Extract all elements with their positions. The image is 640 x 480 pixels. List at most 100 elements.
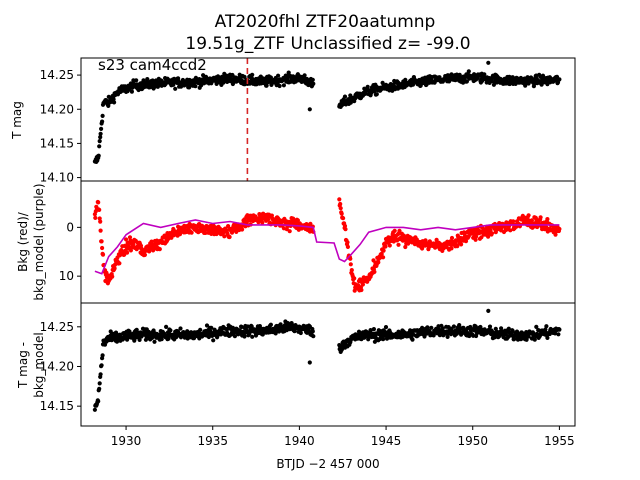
top-y-ticks: 14.10 14.15 14.20 14.25: [40, 68, 81, 185]
bottom-points: [92, 308, 562, 412]
y-tick-label: 14.25: [40, 68, 74, 82]
data-point: [337, 197, 342, 202]
sector-annotation: s23 cam4ccd2: [98, 56, 207, 74]
data-point: [425, 325, 430, 330]
data-point: [511, 337, 517, 342]
data-point: [166, 336, 171, 341]
y-tick-label: 14.10: [40, 171, 74, 185]
data-point: [97, 216, 102, 221]
data-point: [127, 235, 133, 240]
data-point: [466, 69, 471, 74]
data-point: [374, 92, 379, 97]
x-tick-label: 1955: [544, 434, 575, 448]
y-tick-label: 14.15: [40, 399, 74, 413]
data-point: [449, 246, 454, 251]
data-point: [383, 325, 389, 330]
data-point: [100, 119, 105, 124]
data-point: [381, 255, 386, 260]
data-point: [463, 239, 469, 244]
data-point: [543, 327, 548, 332]
data-point: [455, 244, 460, 249]
bottom-y-ticks: 14.15 14.20 14.25: [40, 320, 81, 413]
panel-top: s23 cam4ccd2 14.10 14.15 14.20 14.25 T mag: [10, 56, 576, 185]
data-point: [164, 324, 169, 329]
data-point: [381, 337, 386, 342]
data-point: [174, 335, 179, 340]
data-point: [96, 153, 101, 158]
data-point: [98, 219, 103, 224]
data-point: [396, 242, 401, 247]
y-tick-label: 14.15: [40, 136, 74, 150]
data-point: [387, 243, 392, 248]
data-point: [97, 139, 102, 144]
data-point: [526, 213, 531, 218]
background-points: [92, 197, 562, 293]
data-point: [311, 334, 316, 339]
data-point: [372, 269, 377, 274]
data-point: [510, 328, 515, 334]
data-point: [99, 363, 104, 368]
data-point: [98, 131, 103, 136]
data-point: [240, 227, 245, 232]
data-point: [112, 266, 117, 271]
data-point: [464, 79, 469, 84]
data-point: [429, 325, 434, 330]
data-point: [277, 83, 282, 89]
data-point: [97, 144, 102, 149]
data-point: [345, 240, 350, 245]
data-point: [489, 231, 495, 236]
data-point: [193, 84, 198, 89]
data-point: [348, 262, 353, 267]
data-point: [338, 201, 343, 207]
data-point: [487, 324, 493, 329]
data-point: [392, 228, 397, 233]
data-point: [96, 200, 101, 205]
data-point: [557, 327, 562, 332]
data-point: [403, 244, 408, 250]
data-point: [311, 81, 316, 86]
data-point: [508, 228, 513, 233]
data-point: [97, 381, 102, 386]
data-point: [287, 229, 292, 234]
data-point: [106, 103, 111, 108]
data-point: [345, 244, 350, 249]
middle-y-ticks: 0 10: [59, 220, 81, 283]
data-point: [100, 113, 105, 118]
y-tick-label: 10: [59, 269, 74, 283]
data-point: [482, 72, 487, 77]
data-point: [342, 94, 348, 99]
data-point: [371, 327, 376, 332]
data-point: [538, 215, 543, 220]
data-point: [242, 334, 247, 339]
data-point: [191, 336, 197, 341]
data-point: [310, 77, 315, 82]
data-point: [302, 73, 307, 78]
data-point: [529, 218, 535, 223]
data-point: [239, 324, 244, 330]
data-point: [281, 83, 286, 88]
data-point: [372, 89, 377, 94]
top-y-label: T mag: [10, 101, 24, 140]
data-point: [420, 246, 425, 251]
data-point: [168, 328, 173, 333]
data-point: [511, 219, 516, 224]
data-point: [250, 334, 255, 339]
data-point: [457, 323, 462, 328]
data-point: [129, 89, 134, 94]
data-point: [445, 334, 450, 339]
data-point: [100, 252, 106, 257]
data-point: [352, 276, 357, 281]
data-point: [499, 326, 504, 331]
data-point: [98, 372, 103, 377]
data-point: [473, 237, 478, 242]
data-point: [99, 239, 104, 244]
data-point: [232, 334, 237, 339]
data-point: [284, 227, 289, 232]
x-tick-label: 1935: [197, 434, 228, 448]
data-point: [134, 78, 139, 83]
data-point: [268, 322, 273, 327]
data-point: [365, 84, 370, 89]
data-point: [307, 360, 312, 365]
data-point: [534, 324, 539, 329]
top-points: [92, 60, 562, 164]
